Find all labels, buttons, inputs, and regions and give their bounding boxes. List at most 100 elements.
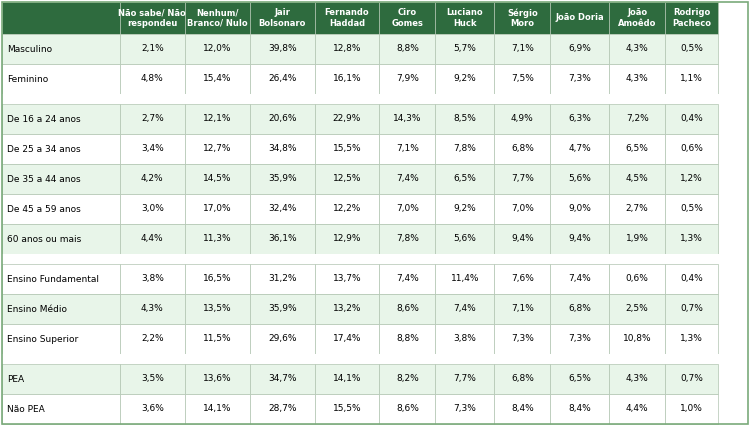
Text: Feminino: Feminino xyxy=(7,75,48,83)
Text: 8,5%: 8,5% xyxy=(454,115,476,124)
Text: 0,6%: 0,6% xyxy=(626,274,649,283)
Text: 1,9%: 1,9% xyxy=(626,234,649,244)
Bar xyxy=(380,134,436,164)
Bar xyxy=(436,34,494,64)
Bar xyxy=(609,164,665,194)
Bar xyxy=(494,64,550,94)
Text: 5,7%: 5,7% xyxy=(454,44,476,54)
Bar xyxy=(609,394,665,424)
Text: 7,4%: 7,4% xyxy=(454,305,476,314)
Text: De 35 a 44 anos: De 35 a 44 anos xyxy=(7,175,81,184)
Text: 6,5%: 6,5% xyxy=(454,175,476,184)
Text: 12,8%: 12,8% xyxy=(333,44,362,54)
Bar xyxy=(2,394,120,424)
Text: PEA: PEA xyxy=(7,374,24,383)
Text: 11,5%: 11,5% xyxy=(203,334,232,343)
Text: Ensino Médio: Ensino Médio xyxy=(7,305,67,314)
Text: 32,4%: 32,4% xyxy=(268,204,296,213)
Text: 4,4%: 4,4% xyxy=(141,234,164,244)
Text: 7,4%: 7,4% xyxy=(396,274,418,283)
Bar xyxy=(250,394,314,424)
Bar xyxy=(250,224,314,254)
Bar xyxy=(314,2,380,34)
Bar xyxy=(436,194,494,224)
Text: 3,8%: 3,8% xyxy=(141,274,164,283)
Text: 4,9%: 4,9% xyxy=(511,115,534,124)
Text: 35,9%: 35,9% xyxy=(268,305,296,314)
Bar xyxy=(184,2,250,34)
Bar xyxy=(314,34,380,64)
Bar xyxy=(665,364,718,394)
Text: 0,5%: 0,5% xyxy=(680,204,703,213)
Bar xyxy=(494,394,550,424)
Text: 7,9%: 7,9% xyxy=(396,75,419,83)
Text: 0,7%: 0,7% xyxy=(680,374,703,383)
Bar xyxy=(2,104,120,134)
Text: 8,4%: 8,4% xyxy=(511,405,534,414)
Bar xyxy=(250,64,314,94)
Text: 1,3%: 1,3% xyxy=(680,334,703,343)
Bar xyxy=(550,324,609,354)
Text: 2,2%: 2,2% xyxy=(141,334,164,343)
Text: 12,2%: 12,2% xyxy=(333,204,362,213)
Text: Não sabe/ Não
respondeu: Não sabe/ Não respondeu xyxy=(118,9,186,28)
Text: 2,7%: 2,7% xyxy=(141,115,164,124)
Bar xyxy=(609,324,665,354)
Bar xyxy=(184,294,250,324)
Text: João Doria: João Doria xyxy=(556,14,604,23)
Bar xyxy=(609,264,665,294)
Text: 28,7%: 28,7% xyxy=(268,405,296,414)
Text: 3,6%: 3,6% xyxy=(141,405,164,414)
Bar xyxy=(609,34,665,64)
Bar xyxy=(250,294,314,324)
Bar xyxy=(380,324,436,354)
Bar xyxy=(184,64,250,94)
Text: De 16 a 24 anos: De 16 a 24 anos xyxy=(7,115,81,124)
Bar xyxy=(2,194,120,224)
Text: 7,6%: 7,6% xyxy=(511,274,534,283)
Text: 7,7%: 7,7% xyxy=(454,374,476,383)
Bar xyxy=(380,2,436,34)
Bar xyxy=(494,294,550,324)
Text: 10,8%: 10,8% xyxy=(623,334,652,343)
Text: 14,1%: 14,1% xyxy=(333,374,362,383)
Bar xyxy=(2,94,748,104)
Text: 1,1%: 1,1% xyxy=(680,75,703,83)
Bar xyxy=(494,224,550,254)
Bar xyxy=(250,364,314,394)
Text: 6,8%: 6,8% xyxy=(568,305,591,314)
Bar xyxy=(250,324,314,354)
Text: 22,9%: 22,9% xyxy=(333,115,362,124)
Text: 17,4%: 17,4% xyxy=(333,334,362,343)
Bar xyxy=(609,64,665,94)
Text: 4,3%: 4,3% xyxy=(626,44,649,54)
Text: 11,4%: 11,4% xyxy=(451,274,479,283)
Bar xyxy=(494,364,550,394)
Text: 9,2%: 9,2% xyxy=(454,75,476,83)
Bar xyxy=(665,164,718,194)
Text: 3,4%: 3,4% xyxy=(141,144,164,153)
Bar xyxy=(436,394,494,424)
Bar xyxy=(184,394,250,424)
Bar xyxy=(436,294,494,324)
Bar xyxy=(120,2,184,34)
Text: 12,0%: 12,0% xyxy=(203,44,232,54)
Bar xyxy=(120,104,184,134)
Text: 15,5%: 15,5% xyxy=(333,144,362,153)
Text: 8,4%: 8,4% xyxy=(568,405,591,414)
Bar xyxy=(2,224,120,254)
Bar xyxy=(665,104,718,134)
Bar xyxy=(380,224,436,254)
Bar xyxy=(314,164,380,194)
Bar xyxy=(184,364,250,394)
Bar xyxy=(550,394,609,424)
Bar xyxy=(314,394,380,424)
Text: 2,1%: 2,1% xyxy=(141,44,164,54)
Bar xyxy=(120,364,184,394)
Text: Ensino Superior: Ensino Superior xyxy=(7,334,78,343)
Bar xyxy=(665,64,718,94)
Bar xyxy=(665,194,718,224)
Text: 4,3%: 4,3% xyxy=(626,374,649,383)
Text: 1,0%: 1,0% xyxy=(680,405,703,414)
Bar xyxy=(665,324,718,354)
